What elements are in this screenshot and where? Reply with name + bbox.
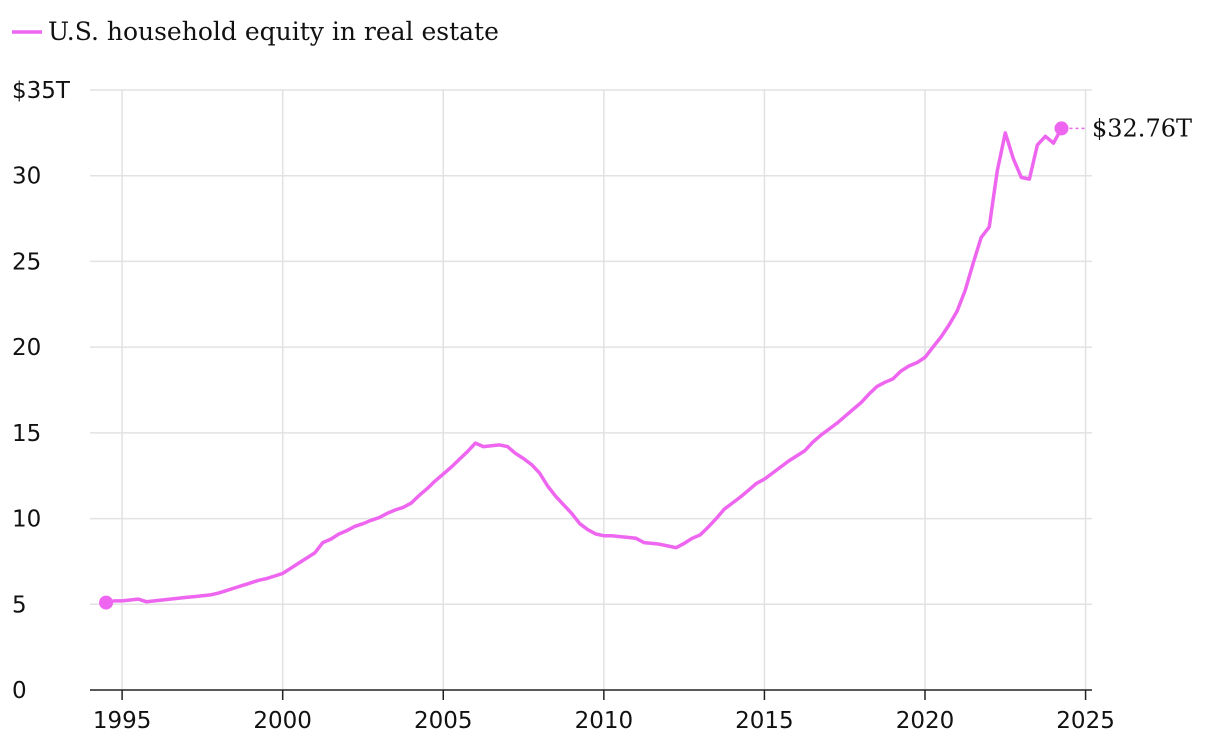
y-tick-label: 15 xyxy=(12,421,41,447)
series-line xyxy=(104,126,1064,605)
grid xyxy=(90,89,1092,690)
x-tick-label: 2005 xyxy=(414,708,473,734)
y-tick-label: 30 xyxy=(12,164,41,190)
x-tick-label: 2010 xyxy=(575,708,634,734)
x-tick-label: 1995 xyxy=(93,708,152,734)
end-point xyxy=(1054,121,1069,136)
x-tick-label: 2025 xyxy=(1056,708,1115,734)
y-tick-label: $35T xyxy=(12,78,71,104)
y-tick-label: 25 xyxy=(12,249,41,275)
legend: U.S. household equity in real estate xyxy=(12,17,499,46)
x-tick-label: 2020 xyxy=(896,708,955,734)
y-tick-label: 5 xyxy=(12,592,27,618)
end-data-label: $32.76T xyxy=(1092,114,1192,142)
x-tick-label: 2015 xyxy=(735,708,794,734)
start-point xyxy=(99,595,114,610)
legend-label: U.S. household equity in real estate xyxy=(48,17,499,46)
y-tick-label: 10 xyxy=(12,507,41,533)
y-tick-label: 20 xyxy=(12,335,41,361)
y-tick-label: 0 xyxy=(12,678,27,704)
x-tick-label: 2000 xyxy=(253,708,312,734)
series-layer: $32.76T xyxy=(99,114,1192,610)
